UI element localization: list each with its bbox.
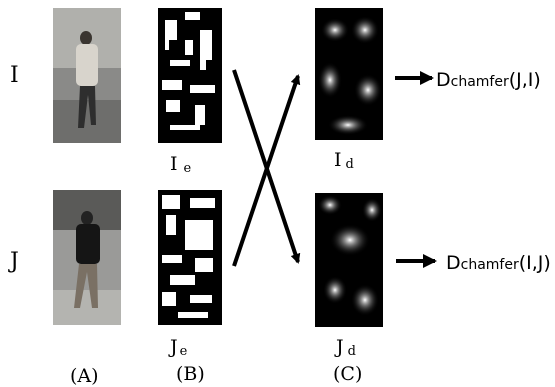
edge-map-i	[158, 8, 222, 143]
edge-map-j	[158, 190, 222, 325]
distance-map-i	[315, 8, 383, 140]
text: d	[348, 344, 356, 359]
text: chamfer	[451, 74, 509, 90]
column-label: (C)	[333, 363, 362, 385]
column-label: (B)	[176, 363, 205, 385]
distance-map-j	[315, 193, 383, 327]
text: I	[334, 149, 342, 171]
output-label: Dchamfer(J,I)	[436, 69, 541, 91]
text: (I,J)	[519, 252, 551, 274]
row-label: J	[8, 249, 19, 274]
text: J	[168, 336, 178, 358]
text: e	[184, 161, 192, 176]
photo-i	[53, 8, 121, 143]
text: e	[180, 344, 188, 359]
row-label: I	[10, 63, 19, 88]
text: chamfer	[461, 257, 519, 273]
column-label: (A)	[70, 365, 99, 387]
text: d	[346, 157, 354, 172]
text: D	[446, 252, 461, 274]
text: (J,I)	[509, 69, 541, 91]
text: J	[334, 336, 344, 358]
figure: I J	[0, 0, 555, 387]
text: D	[436, 69, 451, 91]
output-label: Dchamfer(I,J)	[446, 252, 551, 274]
photo-j	[53, 190, 121, 325]
text: I	[170, 153, 178, 175]
